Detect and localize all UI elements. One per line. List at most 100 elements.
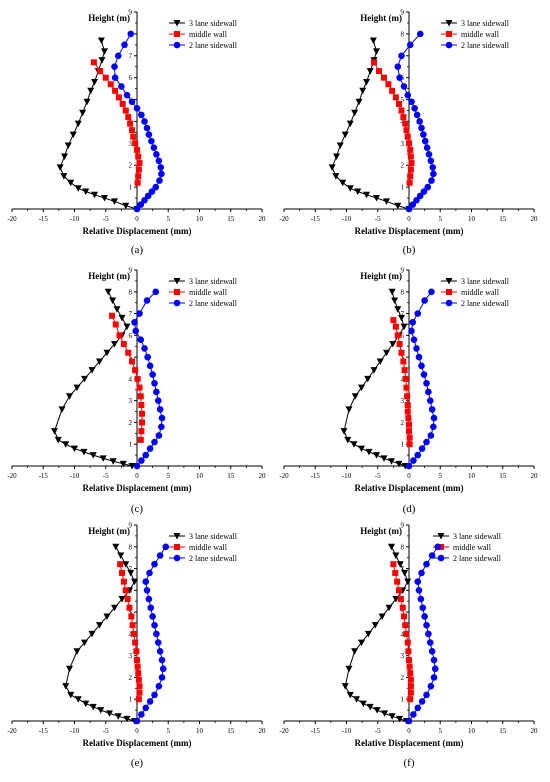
- triangle-marker: [381, 710, 389, 717]
- circle-marker: [121, 41, 128, 49]
- square-marker: [406, 441, 413, 448]
- triangle-marker: [373, 707, 381, 714]
- circle-marker: [155, 157, 163, 165]
- circle-marker: [158, 674, 166, 681]
- circle-marker: [158, 423, 165, 431]
- triangle-marker: [388, 458, 395, 465]
- circle-marker: [428, 177, 435, 184]
- circle-marker: [425, 388, 432, 396]
- square-marker: [392, 94, 399, 101]
- square-marker: [405, 648, 412, 655]
- triangle-marker: [363, 191, 370, 199]
- triangle-marker: [73, 384, 81, 392]
- legend-label: middle wall: [461, 288, 500, 297]
- circle-marker: [156, 648, 164, 655]
- legend-entry: 2 lane sidewall: [169, 554, 238, 563]
- triangle-marker: [392, 596, 400, 603]
- circle-marker: [410, 457, 417, 464]
- square-marker: [116, 332, 123, 339]
- square-marker: [133, 648, 140, 655]
- triangle-marker: [358, 384, 365, 392]
- legend-label: middle wall: [453, 543, 492, 552]
- circle-marker: [420, 188, 428, 195]
- y-tick-label: 6: [129, 332, 133, 340]
- triangle-marker: [396, 561, 404, 568]
- circle-marker: [145, 131, 153, 138]
- triangle-marker: [88, 367, 96, 374]
- square-marker: [134, 663, 141, 670]
- square-marker: [407, 696, 414, 703]
- x-tick-label: 20: [531, 727, 539, 735]
- circle-marker: [408, 98, 415, 106]
- x-tick-label: -10: [342, 215, 352, 223]
- circle-marker: [143, 124, 151, 132]
- triangle-marker: [351, 109, 359, 117]
- x-tick-label: 20: [259, 472, 267, 480]
- triangle-marker: [437, 533, 445, 540]
- triangle-marker: [117, 552, 125, 559]
- series-line: [408, 291, 435, 467]
- square-marker: [119, 100, 126, 107]
- circle-marker: [138, 457, 145, 464]
- triangle-marker: [332, 173, 340, 180]
- square-marker: [404, 393, 411, 400]
- triangle-marker: [445, 20, 453, 27]
- circle-marker: [416, 118, 423, 125]
- square-marker: [135, 696, 142, 703]
- y-axis-title: Height (m): [360, 271, 402, 281]
- triangle-marker: [385, 604, 393, 612]
- circle-marker: [427, 157, 435, 165]
- circle-marker: [430, 674, 438, 681]
- square-marker: [136, 160, 143, 167]
- square-marker: [396, 587, 402, 594]
- circle-marker: [409, 201, 417, 208]
- x-tick-label: 5: [167, 727, 171, 735]
- square-marker: [407, 173, 414, 180]
- circle-marker: [421, 297, 428, 304]
- y-tick-label: 4: [129, 375, 133, 383]
- circle-marker: [138, 711, 145, 718]
- triangle-marker: [373, 195, 380, 202]
- square-marker: [390, 561, 397, 568]
- circle-marker: [142, 451, 150, 459]
- triangle-marker: [82, 700, 90, 708]
- y-tick-label: 4: [129, 630, 133, 638]
- square-marker: [139, 419, 145, 426]
- x-tick-label: 20: [259, 727, 267, 735]
- legend-entry: middle wall: [169, 288, 228, 297]
- square-marker: [404, 402, 411, 409]
- x-tick-label: 10: [196, 472, 204, 480]
- panel-label: (d): [403, 503, 416, 515]
- circle-marker: [156, 552, 164, 559]
- circle-marker: [430, 423, 437, 431]
- circle-marker: [131, 318, 138, 326]
- square-marker: [407, 689, 414, 696]
- legend-entry: middle wall: [433, 543, 492, 552]
- triangle-marker: [345, 406, 353, 413]
- square-marker: [134, 657, 140, 664]
- circle-marker: [154, 397, 162, 404]
- circle-marker: [396, 74, 403, 81]
- circle-marker: [127, 30, 135, 38]
- triangle-marker: [354, 188, 362, 195]
- triangle-marker: [341, 683, 349, 690]
- series-line: [133, 291, 163, 467]
- square-marker: [134, 179, 141, 186]
- series-line: [408, 546, 439, 722]
- triangle-marker: [391, 297, 399, 304]
- circle-marker: [445, 299, 453, 307]
- square-marker: [135, 676, 142, 683]
- triangle-marker: [346, 691, 354, 699]
- circle-marker: [426, 639, 434, 646]
- triangle-marker: [119, 460, 127, 468]
- square-marker: [392, 569, 399, 576]
- series-middle-wall: [109, 312, 145, 443]
- circle-marker: [153, 150, 160, 158]
- x-tick-label: 15: [227, 727, 235, 735]
- y-tick-label: 7: [129, 310, 133, 318]
- series-middle-wall: [90, 59, 143, 186]
- y-tick-label: 3: [401, 652, 405, 660]
- triangle-marker: [60, 173, 68, 180]
- y-tick-label: 1: [401, 441, 405, 449]
- circle-marker: [430, 414, 438, 422]
